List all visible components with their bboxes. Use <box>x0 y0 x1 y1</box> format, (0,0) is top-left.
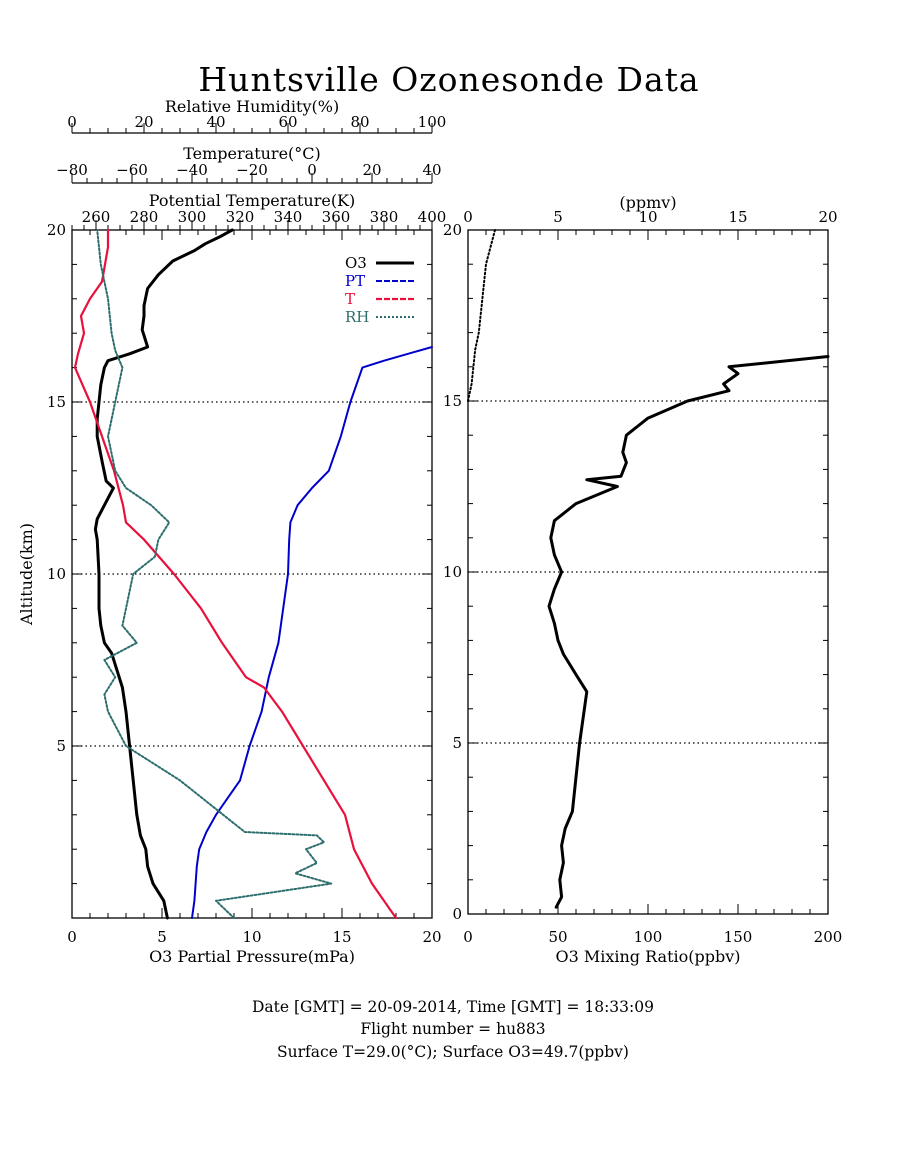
y-axis-label: Altitude(km) <box>17 523 36 626</box>
o3-axis-tick-label: 0 <box>67 928 77 946</box>
y-tick-label: 20 <box>47 221 66 239</box>
t-axis-tick-label: −40 <box>176 161 208 179</box>
t-axis-tick-label: −60 <box>116 161 148 179</box>
pt-series-line <box>191 346 433 919</box>
o3-axis-tick-label: 20 <box>422 928 441 946</box>
t-axis-label: Temperature(°C) <box>183 144 321 163</box>
ppbv-axis-tick-label: 0 <box>463 928 473 946</box>
pt-axis-tick-label: 360 <box>322 208 351 226</box>
o3-axis-tick-label: 5 <box>157 928 167 946</box>
chart-title: Huntsville Ozonesonde Data <box>198 60 699 99</box>
rh-axis-tick-label: 40 <box>206 113 225 131</box>
pt-axis-tick-label: 320 <box>226 208 255 226</box>
rh-axis-tick-label: 20 <box>134 113 153 131</box>
footer-date-time: Date [GMT] = 20-09-2014, Time [GMT] = 18… <box>252 998 654 1016</box>
rh-series-line <box>96 229 333 919</box>
rh-axis-label: Relative Humidity(%) <box>165 97 339 116</box>
ppbv-axis-tick-label: 200 <box>814 928 843 946</box>
pt-axis-tick-label: 260 <box>82 208 111 226</box>
y-tick-label: 10 <box>443 563 462 581</box>
y-tick-label: 20 <box>443 221 462 239</box>
t-series-line <box>73 228 398 920</box>
ppbv-axis-tick-label: 150 <box>724 928 753 946</box>
ppmv-axis-tick-label: 10 <box>638 208 657 226</box>
o3-axis-label: O3 Partial Pressure(mPa) <box>149 947 355 966</box>
pt-axis-tick-label: 400 <box>418 208 447 226</box>
footer-surface-values: Surface T=29.0(°C); Surface O3=49.7(ppbv… <box>277 1043 629 1061</box>
o3-axis-tick-label: 10 <box>242 928 261 946</box>
t-axis-tick-label: 40 <box>422 161 441 179</box>
ppmv-axis-tick-label: 15 <box>728 208 747 226</box>
ppmv-axis-label: (ppmv) <box>619 193 676 212</box>
o3_ppmv-series-line <box>467 229 496 402</box>
t-axis-tick-label: 0 <box>307 161 317 179</box>
t-axis-tick-label: −80 <box>56 161 88 179</box>
legend-label-t: T <box>345 290 355 308</box>
pt-axis-tick-label: 280 <box>130 208 159 226</box>
y-tick-label: 10 <box>47 565 66 583</box>
pt-axis-tick-label: 340 <box>274 208 303 226</box>
pt-axis-tick-label: 380 <box>370 208 399 226</box>
ppmv-axis-tick-label: 0 <box>463 208 473 226</box>
y-tick-label: 5 <box>452 734 462 752</box>
o3-series-line <box>547 355 830 909</box>
ppbv-axis-tick-label: 100 <box>634 928 663 946</box>
ppmv-axis-tick-label: 5 <box>553 208 563 226</box>
y-tick-label: 0 <box>452 905 462 923</box>
rh-axis-tick-label: 60 <box>278 113 297 131</box>
pt-axis-label: Potential Temperature(K) <box>149 191 356 210</box>
legend-label-rh: RH <box>345 308 369 326</box>
left-panel: 51015200510152005101520O3 Partial Pressu… <box>17 97 447 966</box>
o3-series-line <box>93 228 234 920</box>
t-axis-tick-label: 20 <box>362 161 381 179</box>
y-tick-label: 15 <box>47 393 66 411</box>
t-axis-tick-label: −20 <box>236 161 268 179</box>
o3-axis-tick-label: 15 <box>332 928 351 946</box>
legend-label-o3: O3 <box>345 254 367 272</box>
y-tick-label: 15 <box>443 392 462 410</box>
ppbv-axis-label: O3 Mixing Ratio(ppbv) <box>555 947 740 966</box>
ppmv-axis-tick-label: 20 <box>818 208 837 226</box>
ppbv-axis-tick-label: 50 <box>548 928 567 946</box>
pt-axis-tick-label: 300 <box>178 208 207 226</box>
footer-flight-number: Flight number = hu883 <box>360 1020 545 1038</box>
rh-axis-tick-label: 80 <box>350 113 369 131</box>
rh-axis-tick-label: 0 <box>67 113 77 131</box>
rh-axis-tick-label: 100 <box>418 113 447 131</box>
legend-label-pt: PT <box>345 272 365 290</box>
y-tick-label: 5 <box>56 737 66 755</box>
